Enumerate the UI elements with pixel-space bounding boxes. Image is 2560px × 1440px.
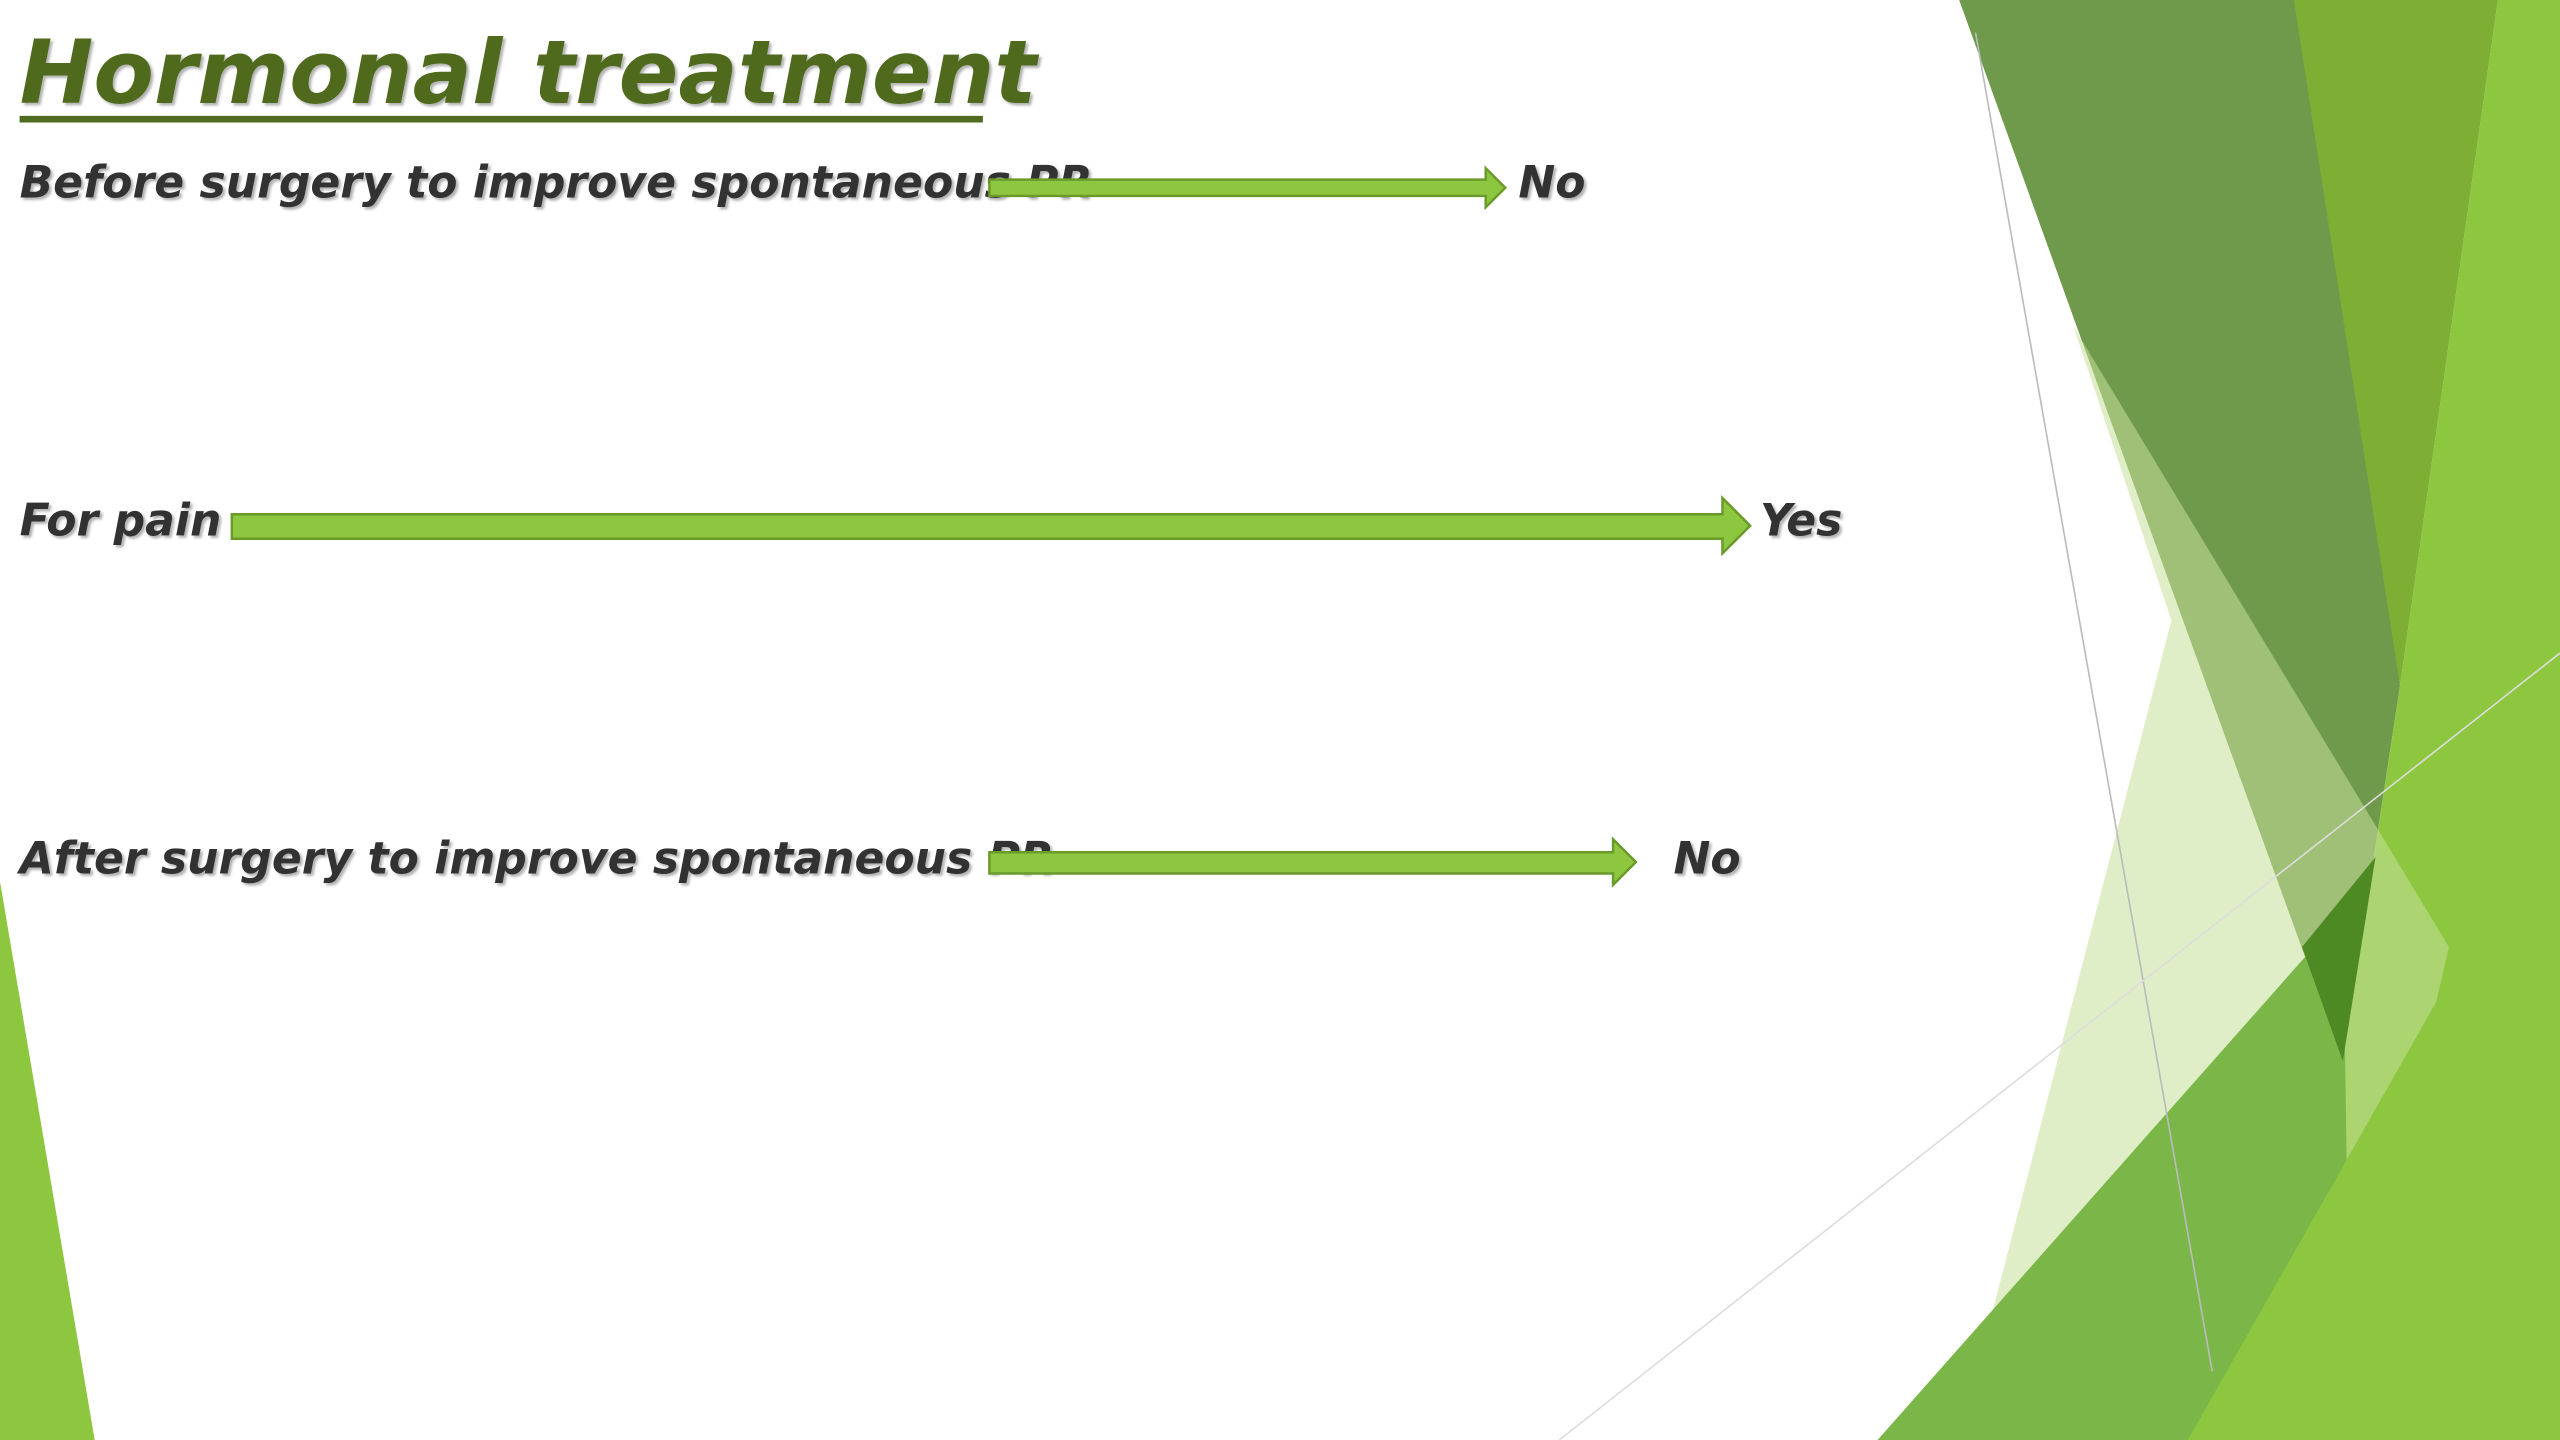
title: Hormonal treatment: [20, 21, 1040, 124]
row-label: After surgery to improve spontaneous PR: [17, 833, 1054, 884]
arrow: [988, 165, 1508, 211]
row-label: For pain: [20, 496, 222, 547]
row-label: Before surgery to improve spontaneous PR: [20, 158, 1093, 209]
row-answer: No: [1673, 833, 1740, 884]
row-answer: Yes: [1760, 496, 1842, 547]
row-answer: No: [1518, 158, 1585, 209]
arrow: [230, 495, 1752, 557]
arrow: [988, 836, 1638, 888]
